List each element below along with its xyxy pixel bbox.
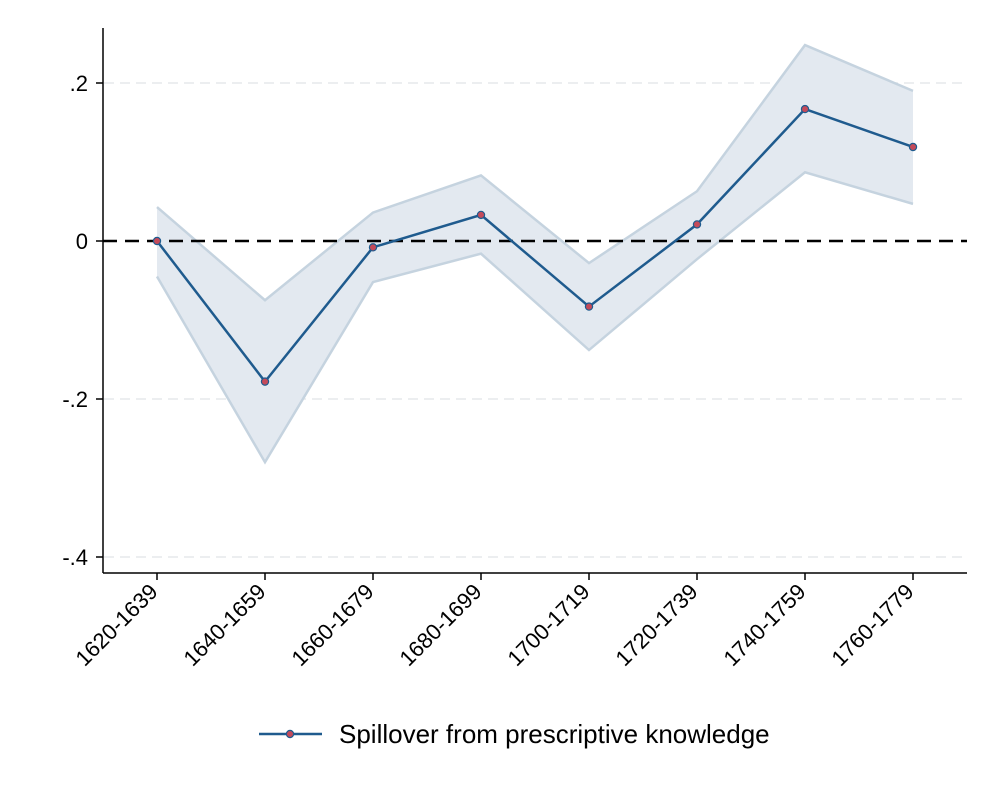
ci-lower-line	[155, 170, 914, 465]
point-1640-1659	[260, 377, 270, 386]
legend: Spillover from prescriptive knowledge	[259, 719, 770, 749]
point-1700-1719	[584, 302, 594, 311]
x-tick-label-0: 1620-1639	[70, 579, 162, 671]
x-tick-label-7: 1760-1779	[826, 579, 918, 671]
ci-upper-line	[156, 43, 914, 302]
legend-label: Spillover from prescriptive knowledge	[339, 719, 770, 749]
series-line	[156, 107, 914, 384]
point-1680-1699	[476, 210, 486, 220]
point-1740-1759	[800, 104, 810, 114]
ci-band-area	[157, 45, 913, 463]
point-1760-1779	[908, 142, 918, 152]
x-tick-label-2: 1660-1679	[286, 579, 378, 671]
point-1720-1739	[692, 220, 702, 229]
x-tick-label-3: 1680-1699	[394, 579, 486, 671]
x-tick-label-1: 1640-1659	[178, 579, 270, 671]
x-tick-label-4: 1700-1719	[502, 579, 594, 671]
point-1660-1679	[368, 243, 378, 252]
series-polyline	[156, 107, 914, 384]
point-1620-1639	[152, 236, 162, 246]
y-tick-label-2: -.2	[62, 387, 88, 412]
series-markers	[152, 104, 918, 386]
x-tick-label-5: 1720-1739	[610, 579, 702, 671]
legend-marker-swatch	[285, 729, 295, 739]
y-tick-label-3: -.4	[62, 545, 88, 570]
y-tick-label-0: .2	[70, 71, 88, 96]
y-tick-label-1: 0	[76, 229, 88, 254]
confidence-band	[155, 43, 914, 465]
x-tick-label-6: 1740-1759	[718, 579, 810, 671]
